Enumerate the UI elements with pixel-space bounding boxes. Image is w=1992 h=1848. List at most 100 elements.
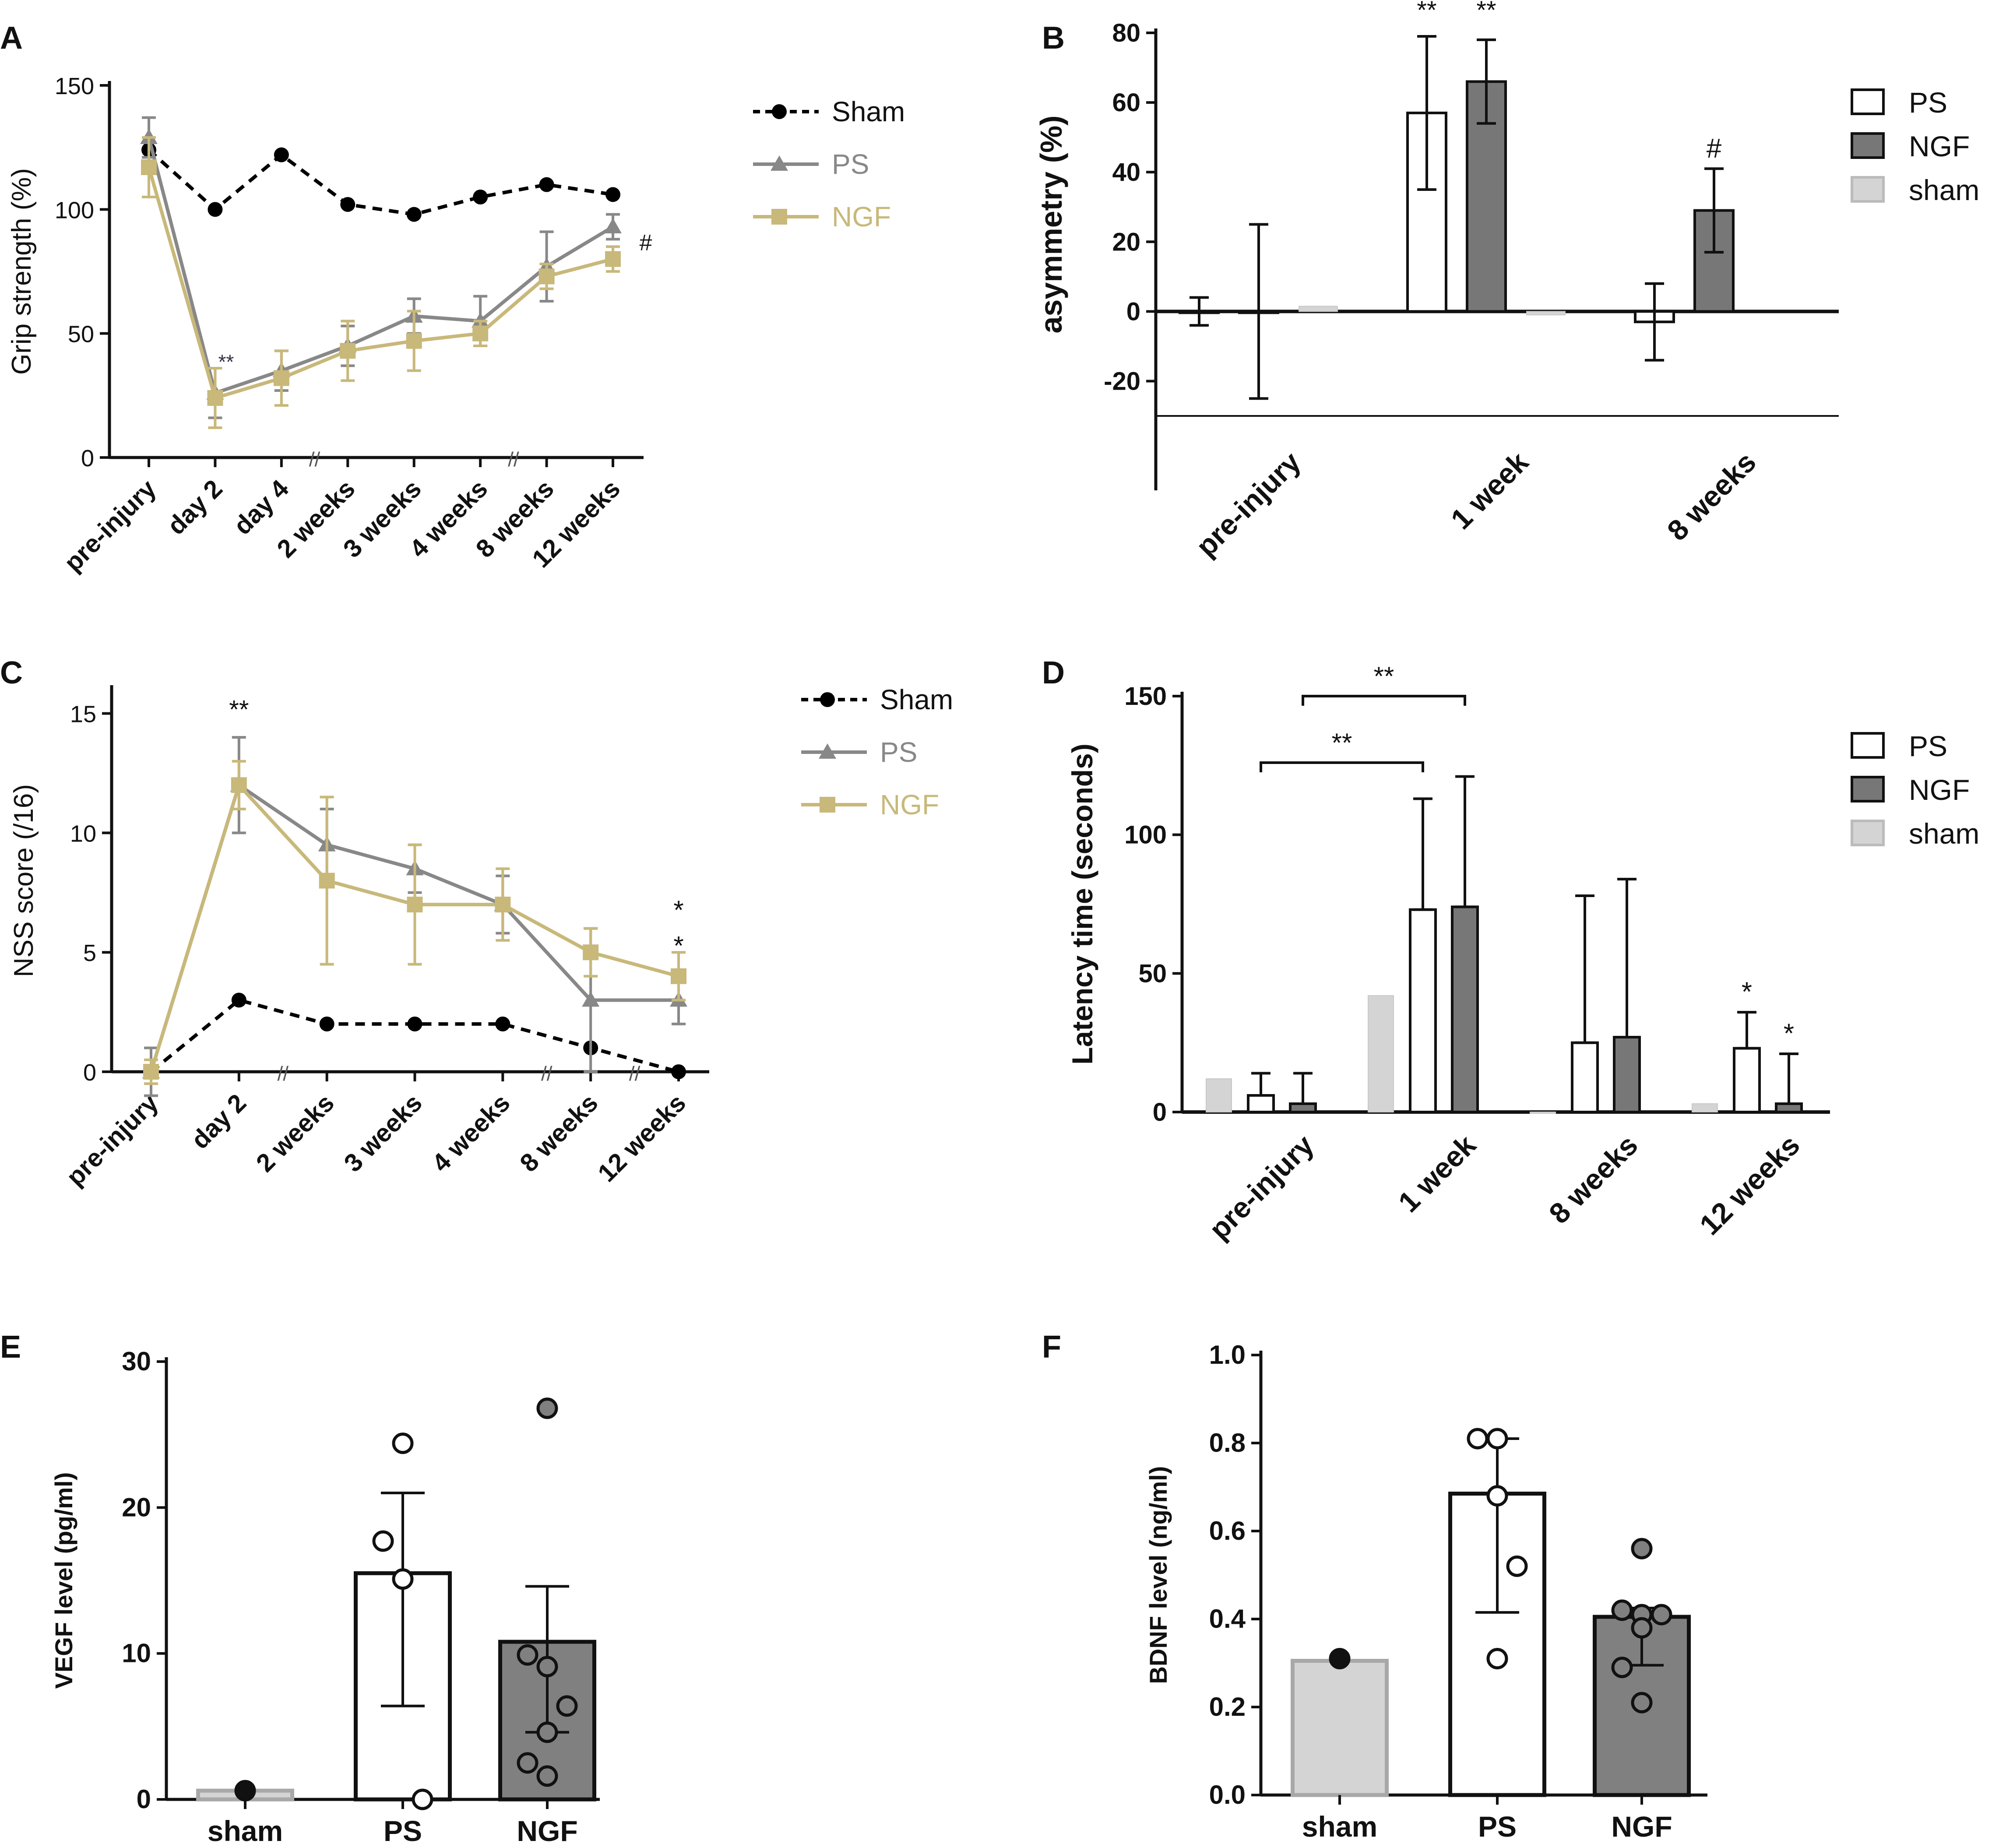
data-point bbox=[473, 190, 488, 204]
panel-letter-e: E bbox=[0, 1330, 21, 1365]
axis-break: // bbox=[629, 1062, 641, 1085]
series-ps bbox=[140, 116, 622, 419]
data-point bbox=[536, 1721, 558, 1743]
y-axis-title: NSS score (/16) bbox=[9, 784, 39, 977]
bar-ngf bbox=[1613, 1036, 1641, 1113]
annotation: * bbox=[1742, 977, 1752, 1007]
x-tick-label: NGF bbox=[1611, 1810, 1672, 1843]
significance-bracket bbox=[1302, 695, 1466, 706]
x-tick-label: 1 week bbox=[1392, 1128, 1482, 1218]
legend-label: PS bbox=[832, 148, 869, 180]
annotation: ** bbox=[229, 695, 249, 724]
panel-f: 0.0 0.2 0.4 0.6 0.8 1.0 BDNF level (ng/ml) sham… bbox=[1144, 1340, 1707, 1843]
legend-marker bbox=[819, 743, 836, 759]
legend-marker bbox=[820, 692, 835, 707]
legend-label: NGF bbox=[832, 201, 891, 232]
data-point bbox=[556, 1695, 578, 1717]
data-point bbox=[536, 1765, 558, 1787]
bar-sham bbox=[1368, 995, 1394, 1112]
data-point bbox=[143, 1064, 159, 1080]
data-point bbox=[604, 218, 622, 233]
data-point bbox=[1611, 1599, 1633, 1621]
x-tick-label: 2 weeks bbox=[251, 1088, 340, 1177]
panel-letter-d: D bbox=[1042, 655, 1065, 690]
series-sham bbox=[144, 993, 686, 1079]
annotation: ** bbox=[1332, 728, 1352, 757]
x-tick-label: 3 weeks bbox=[338, 1088, 427, 1177]
data-point bbox=[340, 343, 356, 359]
legend-marker bbox=[771, 155, 788, 171]
panel-e: 0 10 20 30 VEGF level (pg/ml) sham PS NGF bbox=[50, 1347, 600, 1847]
legend-label: NGF bbox=[880, 789, 939, 820]
data-point bbox=[605, 251, 621, 267]
y-tick-label: 0 bbox=[1153, 1098, 1167, 1126]
y-axis-title: asymmetry (%) bbox=[1034, 116, 1068, 334]
legend-label: PS bbox=[1909, 86, 1947, 119]
legend-marker bbox=[771, 209, 787, 225]
data-point bbox=[207, 390, 223, 406]
data-point bbox=[1486, 1428, 1508, 1450]
legend-label: NGF bbox=[1909, 774, 1970, 806]
annotation: * bbox=[673, 931, 683, 961]
series-line bbox=[150, 998, 679, 1074]
axis-break: // bbox=[309, 448, 320, 471]
x-tick-label: NGF bbox=[517, 1815, 577, 1847]
legend-label: Sham bbox=[832, 96, 905, 127]
data-point bbox=[407, 1016, 422, 1031]
data-point bbox=[1467, 1428, 1489, 1450]
y-tick-label: 30 bbox=[122, 1347, 151, 1376]
data-point bbox=[1486, 1647, 1508, 1669]
data-point bbox=[319, 873, 335, 889]
bar-sham bbox=[1530, 1112, 1556, 1114]
panel-a: 0 50 100 150 Grip strength (%) pre-injury day … bbox=[7, 73, 905, 577]
data-point bbox=[583, 944, 599, 961]
x-tick-label: day 2 bbox=[186, 1088, 252, 1155]
bar-ps bbox=[1733, 1047, 1761, 1113]
legend-swatch bbox=[1851, 776, 1885, 803]
y-tick-label: 0.2 bbox=[1209, 1692, 1246, 1721]
data-point bbox=[406, 207, 422, 222]
data-point bbox=[671, 1064, 686, 1079]
data-point bbox=[1611, 1657, 1633, 1679]
legend-label: sham bbox=[1909, 174, 1979, 206]
y-tick-label: 20 bbox=[122, 1492, 151, 1522]
legend-label: Sham bbox=[880, 684, 953, 715]
data-point bbox=[1651, 1604, 1672, 1626]
x-tick-label: pre-injury bbox=[1203, 1128, 1320, 1246]
y-tick-label: -20 bbox=[1104, 367, 1140, 395]
x-tick-label: PS bbox=[384, 1815, 422, 1847]
data-point bbox=[495, 897, 511, 913]
annotation: # bbox=[640, 230, 652, 256]
data-point bbox=[1329, 1647, 1351, 1669]
bar-ngf bbox=[1451, 905, 1479, 1113]
legend-swatch bbox=[1851, 88, 1885, 115]
data-point bbox=[1631, 1617, 1653, 1639]
data-point bbox=[1506, 1555, 1528, 1577]
y-tick-label: 50 bbox=[1138, 959, 1167, 988]
data-point bbox=[392, 1568, 414, 1590]
data-point bbox=[539, 177, 554, 192]
data-point bbox=[1631, 1538, 1653, 1559]
y-tick-label: 0.8 bbox=[1209, 1428, 1246, 1457]
y-tick-label: 80 bbox=[1112, 19, 1140, 47]
x-tick-label: 12 weeks bbox=[1693, 1129, 1806, 1241]
bar-ps bbox=[1409, 908, 1437, 1114]
data-point bbox=[274, 147, 289, 162]
bar-ps bbox=[1247, 1094, 1275, 1113]
y-tick-label: 0.0 bbox=[1209, 1780, 1246, 1809]
panel-letter-b: B bbox=[1042, 21, 1065, 56]
panel-letter-c: C bbox=[0, 655, 23, 690]
x-tick-label: 8 weeks bbox=[1661, 446, 1762, 547]
y-tick-label: 50 bbox=[68, 321, 94, 348]
x-tick-label: sham bbox=[1302, 1810, 1377, 1843]
data-point bbox=[273, 370, 289, 386]
data-point bbox=[472, 325, 489, 341]
bar-sham bbox=[1299, 306, 1338, 312]
x-tick-label: pre-injury bbox=[61, 1088, 164, 1191]
data-point bbox=[231, 777, 247, 793]
annotation: ** bbox=[218, 351, 234, 373]
panel-d: 0 50 100 150 Latency time (seconds) pre-injur… bbox=[1066, 662, 1979, 1246]
data-point bbox=[319, 1016, 334, 1031]
bar-sham bbox=[1206, 1078, 1232, 1112]
y-tick-label: 60 bbox=[1112, 88, 1140, 117]
